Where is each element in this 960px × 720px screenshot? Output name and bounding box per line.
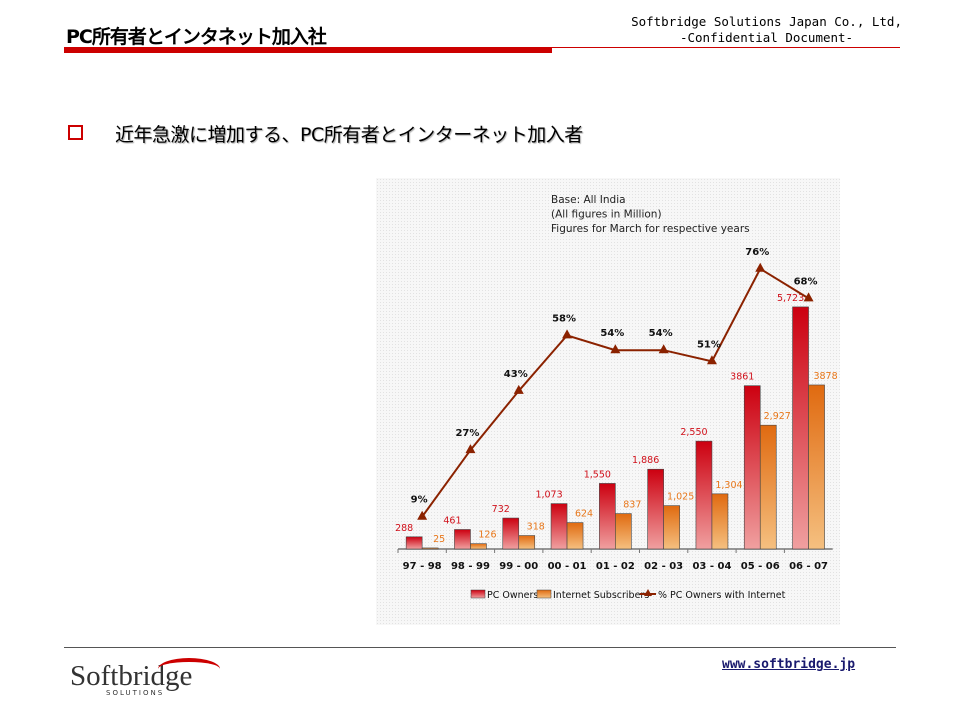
bar-internet-subscribers: [711, 493, 729, 550]
pct-marker: [610, 344, 621, 354]
pc-value-label: 461: [443, 515, 461, 526]
chart-svg: Base: All India (All figures in Million) F…: [395, 194, 838, 601]
internet-value-label: 837: [623, 500, 641, 511]
title-divider: [552, 47, 900, 48]
x-tick-label: 99 - 00: [499, 561, 538, 572]
internet-value-label: 25: [433, 534, 445, 545]
pct-marker: [513, 384, 524, 394]
logo-sub: SOLUTIONS: [106, 689, 165, 697]
bar-internet-subscribers: [759, 424, 777, 550]
x-tick-label: 97 - 98: [403, 561, 442, 572]
pc-value-label: 1,886: [632, 455, 659, 466]
softbridge-logo: Softbridge SOLUTIONS: [70, 658, 220, 697]
legend-swatch-internet: [536, 589, 552, 599]
bar-internet-subscribers: [663, 505, 680, 550]
legend-label: Internet Subscribers: [553, 590, 649, 601]
bar-pc-owners: [599, 483, 616, 550]
website-link[interactable]: www.softbridge.jp: [722, 657, 856, 672]
bar-pc-owners: [695, 440, 713, 550]
chart-note: Figures for March for respective years: [551, 223, 750, 235]
pc-value-label: 5,723: [777, 293, 804, 304]
pct-marker: [803, 292, 814, 302]
pct-marker: [562, 329, 573, 339]
internet-value-label: 1,025: [667, 492, 694, 503]
pct-marker: [465, 444, 476, 454]
internet-value-label: 3878: [813, 371, 837, 382]
chart-note: (All figures in Million): [551, 209, 662, 221]
bar-pc-owners: [550, 503, 568, 550]
internet-value-label: 318: [527, 522, 545, 533]
pct-marker: [706, 355, 717, 365]
legend-label: PC Owners: [487, 590, 538, 601]
chart: Base: All India (All figures in Million) F…: [376, 178, 840, 625]
pc-value-label: 3861: [730, 372, 754, 383]
x-tick-label: 02 - 03: [644, 561, 683, 572]
bar-pc-owners: [792, 306, 809, 550]
x-tick-label: 03 - 04: [692, 561, 731, 572]
pct-value-label: 54%: [649, 328, 673, 339]
bar-pc-owners: [405, 536, 423, 550]
company-header: Softbridge Solutions Japan Co., Ltd, -Co…: [631, 14, 902, 46]
pct-value-label: 58%: [552, 313, 576, 324]
page-title: PC所有者とインタネット加入社: [66, 26, 327, 48]
footer-divider: [64, 647, 896, 648]
bar-internet-subscribers: [615, 513, 632, 550]
pct-marker: [658, 344, 669, 354]
bar-internet-subscribers: [470, 543, 487, 550]
pc-value-label: 732: [492, 504, 510, 515]
bullet-square-icon: [68, 125, 83, 140]
internet-value-label: 1,304: [715, 480, 742, 491]
bar-pc-owners: [502, 517, 520, 550]
pct-value-label: 54%: [600, 328, 624, 339]
bar-internet-subscribers: [566, 522, 584, 550]
pc-value-label: 288: [395, 523, 413, 534]
internet-value-label: 2,927: [764, 411, 791, 422]
headline: 近年急激に増加する、PC所有者とインターネット加入者: [115, 124, 583, 146]
legend-swatch-pc-owners: [470, 589, 486, 599]
pct-value-label: 51%: [697, 339, 721, 350]
pct-value-label: 76%: [745, 247, 769, 258]
pc-value-label: 1,073: [535, 490, 562, 501]
confidential-label: -Confidential Document-: [679, 30, 854, 45]
company-name: Softbridge Solutions Japan Co., Ltd,: [631, 14, 902, 29]
pct-marker: [755, 262, 766, 272]
bar-internet-subscribers: [421, 547, 439, 550]
pct-marker: [417, 510, 428, 520]
bar-pc-owners: [454, 529, 471, 550]
bar-pc-owners: [647, 468, 664, 550]
internet-value-label: 126: [478, 530, 496, 541]
internet-value-label: 624: [575, 509, 593, 520]
bar-internet-subscribers: [808, 384, 825, 550]
pct-value-label: 43%: [504, 369, 528, 380]
logo-arc-icon: [158, 658, 220, 680]
bar-internet-subscribers: [518, 535, 536, 550]
chart-note: Base: All India: [551, 194, 626, 206]
x-tick-label: 01 - 02: [596, 561, 635, 572]
legend-label: % PC Owners with Internet: [658, 590, 786, 601]
x-tick-label: 05 - 06: [741, 561, 780, 572]
pct-value-label: 27%: [455, 428, 479, 439]
legend-marker-icon: [644, 589, 652, 596]
x-tick-label: 06 - 07: [789, 561, 828, 572]
pc-value-label: 2,550: [680, 427, 707, 438]
bar-pc-owners: [743, 385, 761, 550]
x-tick-label: 98 - 99: [451, 561, 490, 572]
title-underline-bar: [64, 47, 552, 53]
x-tick-label: 00 - 01: [548, 561, 587, 572]
pct-value-label: 68%: [794, 276, 818, 287]
pc-value-label: 1,550: [584, 469, 611, 480]
pct-value-label: 9%: [411, 495, 428, 506]
